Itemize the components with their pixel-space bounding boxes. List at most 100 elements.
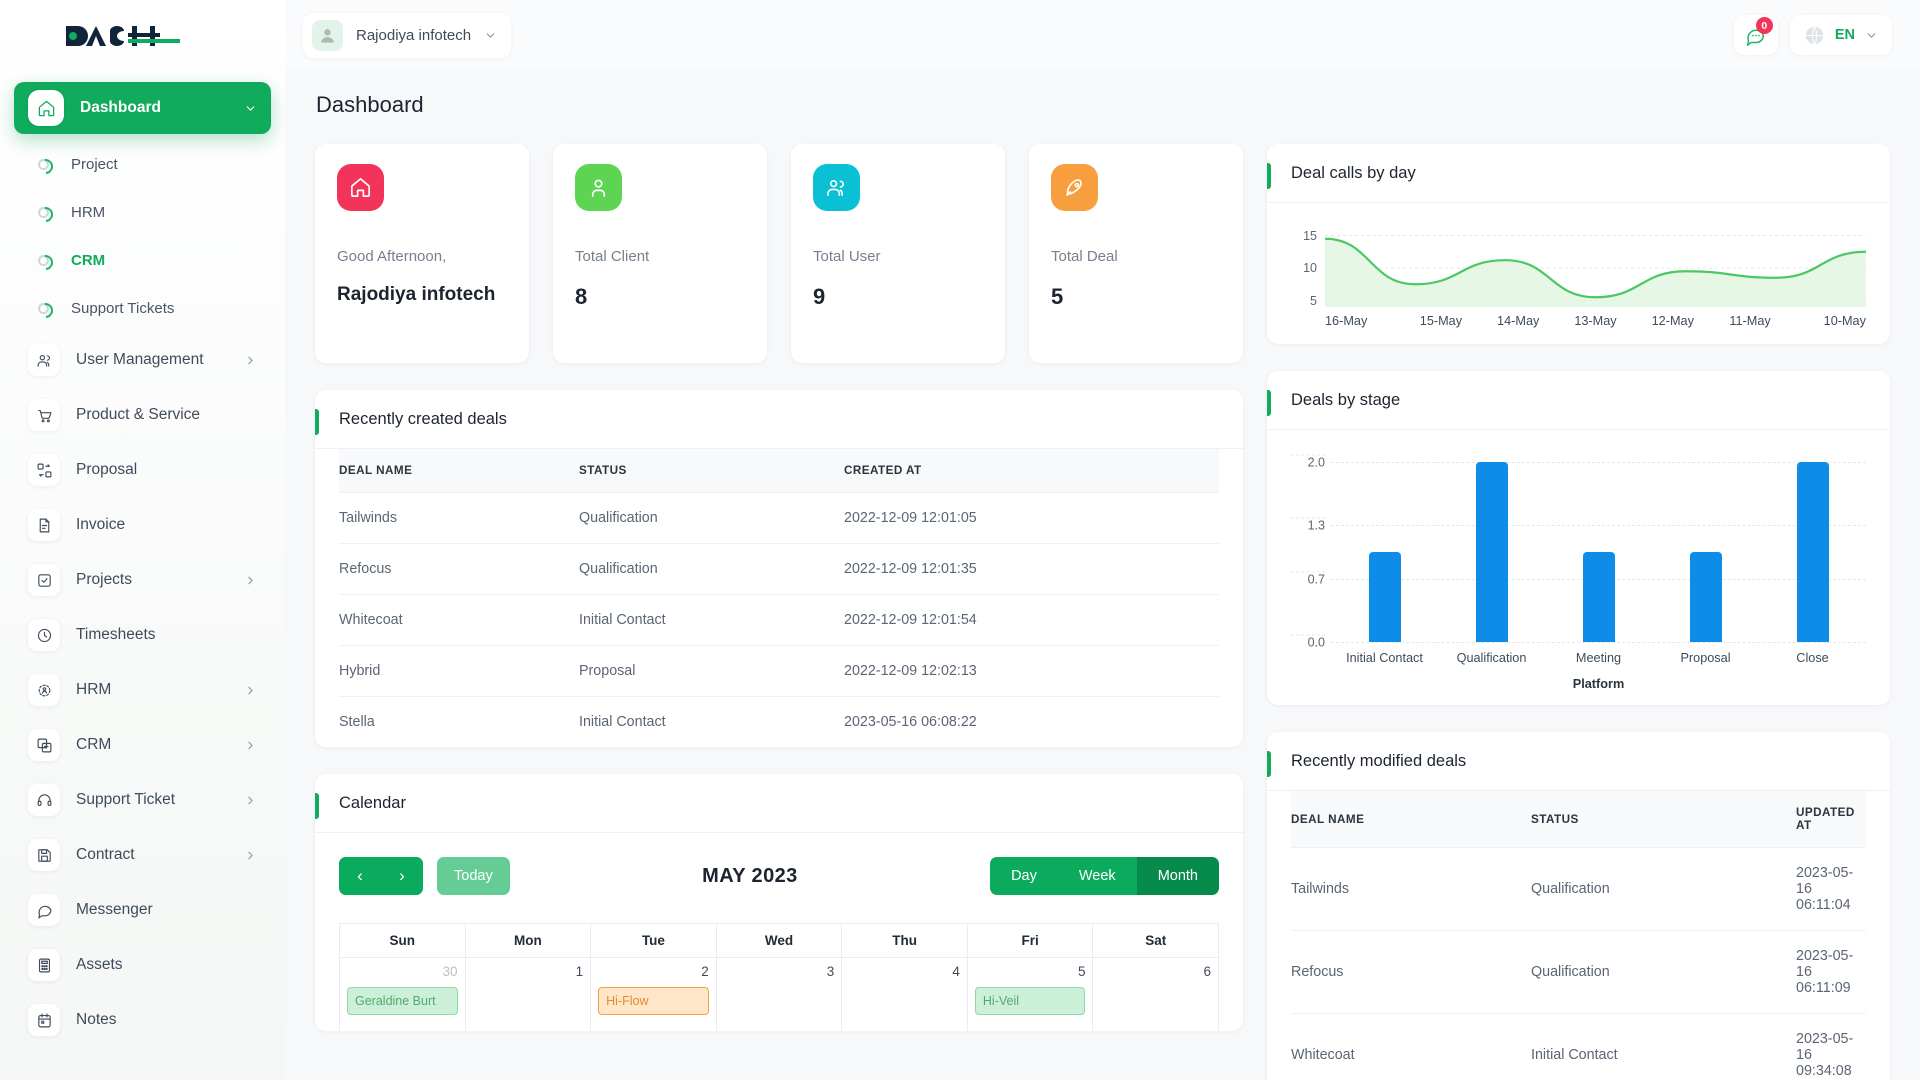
calendar-event[interactable]: Geraldine Burt	[347, 987, 458, 1015]
table-cell: Refocus	[339, 543, 579, 595]
proposal-icon	[28, 454, 60, 486]
bar[interactable]	[1689, 552, 1722, 642]
home-icon	[337, 164, 384, 211]
calendar-today-button[interactable]: Today	[437, 857, 510, 895]
sidebar-item-label: Notes	[76, 1011, 117, 1028]
card-title: Deal calls by day	[1291, 164, 1416, 182]
table-row[interactable]: Whitecoat Initial Contact 2022-12-09 12:01…	[339, 594, 1219, 646]
card-title: Calendar	[339, 794, 406, 812]
sidebar-item-label: Dashboard	[80, 99, 161, 116]
sidebar-subitem-label: CRM	[71, 251, 106, 269]
calendar-prev-button[interactable]: ‹	[339, 857, 381, 895]
sidebar-subitem-support-tickets[interactable]: Support Tickets	[14, 291, 271, 325]
calendar-day-cell[interactable]: 30 Geraldine Burt	[340, 958, 466, 1031]
x-tick-label: Close	[1796, 651, 1829, 665]
topbar-actions: 0 EN	[1733, 15, 1892, 55]
calendar-day-cell[interactable]: 5 Hi-Veil	[968, 958, 1094, 1031]
table-cell: Qualification	[579, 492, 844, 544]
sidebar-item-assets[interactable]: Assets	[14, 944, 271, 986]
table-cell: 2022-12-09 12:02:13	[844, 645, 1219, 697]
bullet-icon	[38, 158, 49, 170]
table-row[interactable]: Refocus Qualification 2022-12-09 12:01:35	[339, 543, 1219, 595]
sidebar-item-label: Assets	[76, 956, 123, 973]
deals-by-stage-bar-chart: 2.0 1.3 0.7 0.0	[1291, 454, 1866, 650]
x-tick-label: Initial Contact	[1346, 651, 1423, 665]
y-tick-label: 0.7	[1291, 571, 1325, 587]
calendar-weekday: Tue	[591, 924, 717, 957]
globe-icon	[1805, 25, 1824, 45]
sidebar-item-user-management[interactable]: User Management	[14, 339, 271, 381]
calendar-event[interactable]: Hi-Flow	[598, 987, 709, 1015]
sidebar-item-projects[interactable]: Projects	[14, 559, 271, 601]
calendar-event[interactable]: Hi-Veil	[974, 987, 1086, 1015]
bar[interactable]	[1582, 552, 1615, 642]
sidebar-item-dashboard[interactable]: Dashboard	[14, 82, 271, 134]
x-tick-label: 16-May	[1325, 314, 1368, 328]
avatar	[312, 19, 343, 51]
table-row[interactable]: Tailwinds Qualification 2022-12-09 12:01:0…	[339, 492, 1219, 544]
table-row[interactable]: Tailwinds Qualification 2023-05-16 06:11:0…	[1291, 847, 1866, 931]
sidebar-item-support-ticket[interactable]: Support Ticket	[14, 779, 271, 821]
table-row[interactable]: Hybrid Proposal 2022-12-09 12:02:13	[339, 645, 1219, 697]
sidebar-item-crm[interactable]: CRM	[14, 724, 271, 766]
sidebar-item-contract[interactable]: Contract	[14, 834, 271, 876]
company-switcher[interactable]: Rajodiya infotech	[303, 12, 512, 58]
bar-x-axis-labels: Initial Contact Qualification Meeting Propo…	[1331, 651, 1866, 665]
sidebar-item-proposal[interactable]: Proposal	[14, 449, 271, 491]
x-tick-label: 13-May	[1574, 314, 1617, 328]
stat-value: 5	[1051, 284, 1064, 309]
language-selector[interactable]: EN	[1789, 15, 1892, 55]
stat-label: Total User	[813, 248, 881, 265]
table-row[interactable]: Refocus Qualification 2023-05-16 06:11:09	[1291, 930, 1866, 1014]
x-tick-label: Proposal	[1680, 651, 1731, 665]
y-tick-label: 1.3	[1291, 517, 1325, 533]
sidebar-subitem-project[interactable]: Project	[14, 147, 271, 181]
calendar-day-cell[interactable]: 1	[466, 958, 592, 1031]
stat-card-total-user: Total User 9	[791, 144, 1005, 363]
card-header: Calendar	[315, 774, 1243, 833]
stat-label: Total Client	[575, 248, 650, 265]
stat-value: Rajodiya infotech	[337, 284, 496, 305]
bar[interactable]	[1475, 462, 1508, 642]
table-row[interactable]: Whitecoat Initial Contact 2023-05-16 09:34…	[1291, 1013, 1866, 1080]
calendar-view-day[interactable]: Day	[990, 857, 1058, 895]
sidebar-item-invoice[interactable]: Invoice	[14, 504, 271, 546]
sidebar-subitem-crm[interactable]: CRM	[14, 243, 271, 277]
column-header: UPDATED AT	[1796, 791, 1866, 848]
calendar-body: ‹ › Today MAY 2023 Day Week Month Sun Mon Tu…	[315, 833, 1243, 1031]
y-tick-label: 15	[1303, 228, 1317, 243]
calendar-day-cell[interactable]: 2 Hi-Flow	[591, 958, 717, 1031]
sidebar-item-label: Invoice	[76, 516, 126, 533]
save-icon	[28, 839, 60, 871]
card-header: Recently modified deals	[1267, 732, 1890, 791]
topbar: Rajodiya infotech 0	[285, 0, 1920, 70]
sidebar-item-product-service[interactable]: Product & Service	[14, 394, 271, 436]
sidebar-item-hrm[interactable]: HRM	[14, 669, 271, 711]
bar[interactable]	[1368, 552, 1401, 642]
calendar-view-week[interactable]: Week	[1057, 857, 1137, 895]
sidebar-subitem-hrm[interactable]: HRM	[14, 195, 271, 229]
bar-series	[1331, 456, 1866, 642]
headset-icon	[28, 784, 60, 816]
calendar-view-month[interactable]: Month	[1136, 857, 1219, 895]
table-cell: Stella	[339, 696, 579, 747]
sidebar-item-notes[interactable]: Notes	[14, 999, 271, 1041]
sidebar-subitem-label: Project	[71, 155, 118, 173]
gridline	[1331, 462, 1866, 464]
calculator-icon	[28, 949, 60, 981]
bar[interactable]	[1796, 462, 1829, 642]
calendar-next-button[interactable]: ›	[381, 857, 423, 895]
calendar-day-cell[interactable]: 6	[1093, 958, 1218, 1031]
table-row[interactable]: Stella Initial Contact 2023-05-16 06:08:22	[339, 696, 1219, 747]
table-body: Tailwinds Qualification 2022-12-09 12:01:0…	[339, 492, 1219, 747]
sidebar-item-timesheets[interactable]: Timesheets	[14, 614, 271, 656]
y-tick-label: 10	[1303, 261, 1317, 275]
sidebar-item-messenger[interactable]: Messenger	[14, 889, 271, 931]
calendar-day-cell[interactable]: 4	[842, 958, 968, 1031]
sidebar-submenu: Project HRM CRM Support Tickets	[14, 147, 271, 325]
rocket-icon	[1051, 164, 1098, 211]
calendar-day-cell[interactable]: 3	[717, 958, 843, 1031]
logo[interactable]	[0, 0, 285, 72]
calendar-nav-buttons: ‹ ›	[339, 857, 423, 895]
messages-button[interactable]: 0	[1733, 15, 1778, 55]
